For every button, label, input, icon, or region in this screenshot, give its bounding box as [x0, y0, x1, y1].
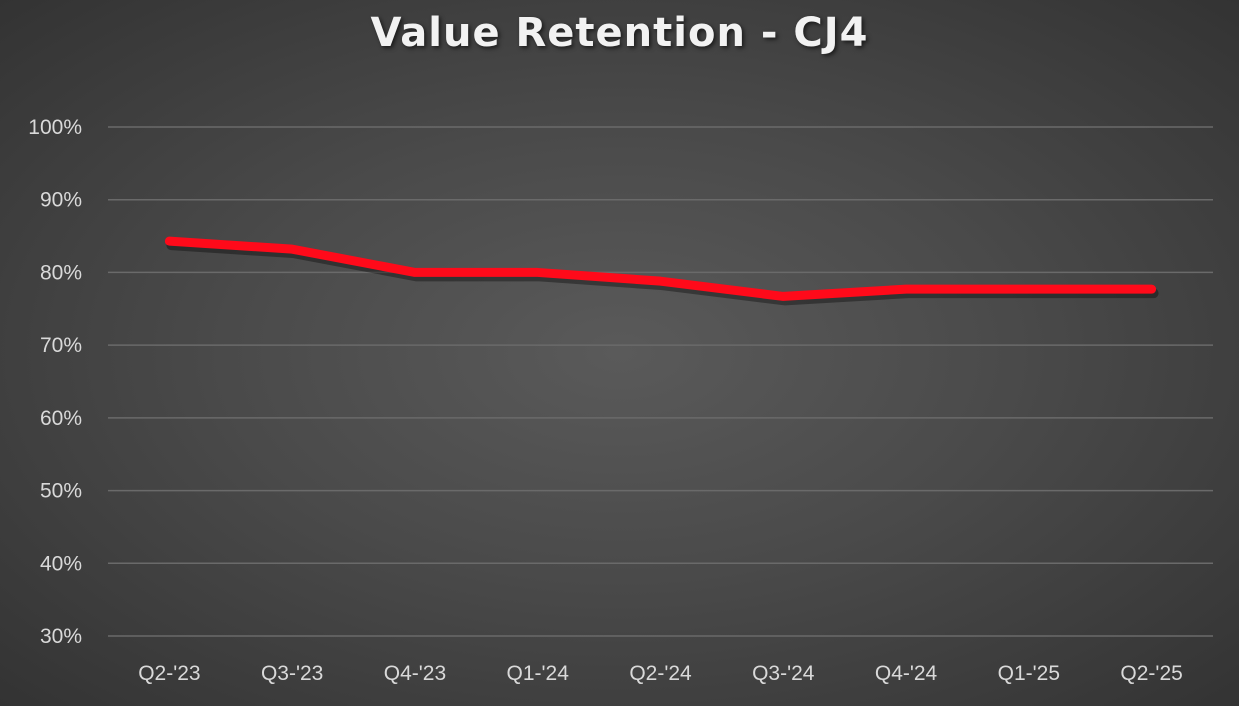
x-tick-label: Q1-'24: [507, 662, 570, 685]
y-tick-label: 90%: [40, 189, 82, 212]
y-tick-label: 80%: [40, 261, 82, 284]
x-tick-label: Q3-'23: [261, 662, 323, 685]
x-tick-label: Q2-'24: [629, 662, 692, 685]
y-tick-label: 50%: [40, 480, 82, 503]
x-tick-label: Q3-'24: [752, 662, 815, 685]
series-line: [164, 236, 1157, 301]
y-axis-labels: 100% 90% 80% 70% 60% 50% 40% 30%: [28, 116, 82, 648]
x-tick-label: Q4-'24: [875, 662, 938, 685]
x-tick-label: Q1-'25: [998, 662, 1060, 685]
y-tick-label: 60%: [40, 407, 82, 430]
gridlines: [108, 126, 1213, 637]
y-tick-label: 40%: [40, 552, 82, 575]
y-tick-label: 70%: [40, 334, 82, 357]
x-tick-label: Q2-'23: [138, 662, 200, 685]
data-series: [164, 236, 1159, 306]
x-tick-label: Q4-'23: [384, 662, 446, 685]
y-tick-label: 100%: [28, 116, 82, 139]
chart-title: Value Retention - CJ4: [370, 10, 869, 56]
y-tick-label: 30%: [40, 625, 82, 648]
x-tick-label: Q2-'25: [1120, 662, 1182, 685]
x-axis-labels: Q2-'23 Q3-'23 Q4-'23 Q1-'24 Q2-'24 Q3-'24 Q4-'…: [138, 662, 1183, 685]
